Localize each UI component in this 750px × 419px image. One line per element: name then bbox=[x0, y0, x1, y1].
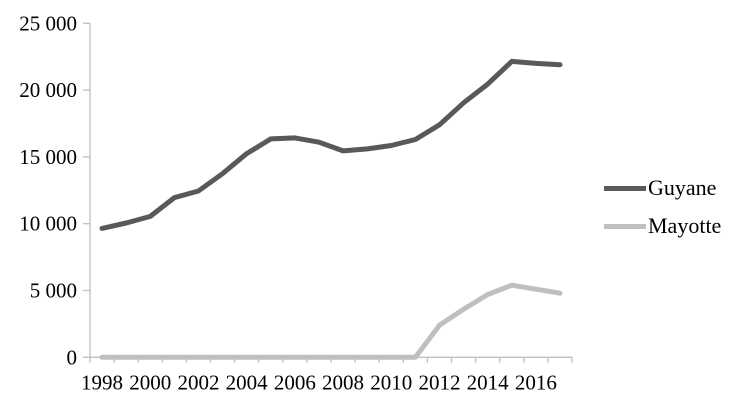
x-tick-label: 2016 bbox=[515, 370, 557, 394]
y-tick-label: 15 000 bbox=[19, 145, 77, 169]
y-tick-label: 25 000 bbox=[19, 11, 77, 35]
x-tick-label: 2004 bbox=[226, 370, 269, 394]
x-tick-label: 2012 bbox=[418, 370, 460, 394]
x-tick-label: 2000 bbox=[129, 370, 171, 394]
y-tick-label: 10 000 bbox=[19, 212, 77, 236]
x-tick-label: 2006 bbox=[274, 370, 316, 394]
mayotte-series-line bbox=[99, 282, 563, 360]
mayotte-line-swatch bbox=[604, 223, 646, 229]
legend-item-mayotte: Mayotte bbox=[604, 213, 722, 238]
guyane-line-swatch bbox=[604, 185, 646, 191]
legend-item-guyane: Guyane bbox=[604, 175, 717, 200]
x-tick-label: 1998 bbox=[81, 370, 123, 394]
y-tick-label: 5 000 bbox=[30, 279, 77, 303]
x-tick-label: 2010 bbox=[370, 370, 412, 394]
guyane-series-line bbox=[99, 58, 563, 231]
y-tick-label: 20 000 bbox=[19, 78, 77, 102]
y-tick-label: 0 bbox=[67, 345, 78, 369]
x-tick-label: 2014 bbox=[467, 370, 510, 394]
x-tick-label: 2002 bbox=[177, 370, 219, 394]
x-tick-label: 2008 bbox=[322, 370, 364, 394]
legend-label-guyane: Guyane bbox=[648, 175, 717, 200]
legend-label-mayotte: Mayotte bbox=[648, 213, 722, 238]
